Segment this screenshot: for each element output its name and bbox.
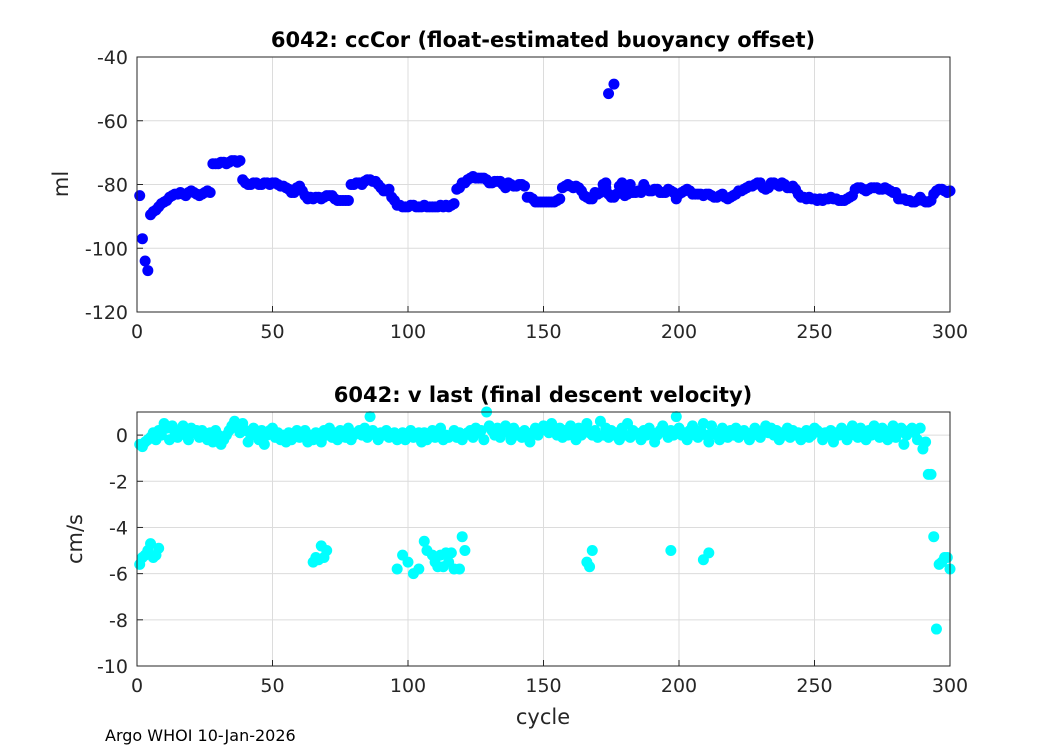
bottom-data-point — [475, 424, 487, 436]
top-y-tick-label: -40 — [97, 47, 128, 69]
bottom-data-point — [445, 547, 457, 559]
bottom-data-point — [928, 531, 940, 543]
bottom-data-point — [402, 556, 414, 568]
bottom-data-point — [413, 563, 425, 575]
top-data-point — [234, 155, 246, 167]
bottom-y-tick-label: -4 — [109, 517, 128, 539]
top-x-tick-label: 0 — [131, 321, 143, 343]
bottom-chart: 6042: v last (final descent velocity) 0 5… — [63, 383, 968, 729]
bottom-data-point — [524, 436, 536, 448]
bottom-data-point — [459, 545, 471, 557]
bottom-data-point — [898, 438, 910, 450]
bottom-data-point — [586, 545, 598, 557]
bottom-data-point — [258, 438, 270, 450]
top-data-point — [139, 255, 151, 267]
bottom-data-point — [581, 418, 593, 430]
top-data-point — [603, 88, 615, 100]
top-y-tick-label: -100 — [85, 238, 128, 260]
top-x-tick-label: 150 — [525, 321, 561, 343]
top-data-point — [554, 193, 566, 205]
top-data-point — [136, 233, 148, 245]
bottom-data-point — [418, 535, 430, 547]
bottom-data-point — [321, 545, 333, 557]
top-data-point — [616, 177, 628, 189]
top-y-tick-label: -60 — [97, 111, 128, 133]
top-chart-title: 6042: ccCor (float-estimated buoyancy of… — [271, 28, 815, 52]
bottom-y-tick-label: -8 — [109, 610, 128, 632]
bottom-y-tick-label: -6 — [109, 564, 128, 586]
bottom-data-point — [364, 411, 376, 423]
top-x-tick-label: 200 — [661, 321, 697, 343]
top-y-tick-label: -80 — [97, 175, 128, 197]
top-y-tick-label: -120 — [85, 302, 128, 324]
top-data-point — [608, 78, 620, 90]
bottom-data-point — [153, 542, 165, 554]
bottom-data-point — [665, 545, 677, 557]
bottom-data-point — [941, 551, 953, 563]
bottom-data-point — [930, 623, 942, 635]
top-data-point — [204, 186, 216, 198]
top-x-tick-label: 50 — [260, 321, 284, 343]
top-chart: 6042: ccCor (float-estimated buoyancy of… — [49, 28, 968, 343]
top-data-point — [519, 180, 531, 192]
bottom-chart-x-label: cycle — [516, 705, 570, 729]
bottom-data-point — [584, 561, 596, 573]
top-data-point — [600, 182, 612, 194]
top-x-tick-label: 300 — [932, 321, 968, 343]
bottom-y-tick-label: 0 — [116, 425, 128, 447]
bottom-data-point — [145, 538, 157, 550]
footer-credit: Argo WHOI 10-Jan-2026 — [105, 726, 296, 745]
top-data-point — [448, 198, 460, 210]
top-data-point — [142, 265, 154, 277]
bottom-x-tick-label: 100 — [390, 675, 426, 697]
top-chart-y-label: ml — [49, 171, 73, 197]
bottom-data-point — [703, 436, 715, 448]
bottom-x-tick-label: 0 — [131, 675, 143, 697]
bottom-chart-title: 6042: v last (final descent velocity) — [334, 383, 752, 407]
bottom-data-point — [670, 411, 682, 423]
top-x-tick-label: 250 — [796, 321, 832, 343]
bottom-chart-y-label: cm/s — [63, 514, 87, 564]
bottom-x-tick-label: 300 — [932, 675, 968, 697]
bottom-x-tick-label: 250 — [796, 675, 832, 697]
bottom-data-point — [914, 422, 926, 434]
top-data-point — [134, 190, 146, 202]
bottom-data-point — [925, 468, 937, 480]
bottom-data-point — [703, 547, 715, 559]
top-data-point — [624, 179, 636, 190]
bottom-x-tick-label: 50 — [260, 675, 284, 697]
bottom-data-point — [391, 563, 403, 575]
bottom-x-tick-label: 150 — [525, 675, 561, 697]
top-data-point — [342, 194, 354, 206]
top-data-point — [638, 179, 650, 190]
bottom-data-point — [478, 434, 490, 446]
bottom-data-point — [456, 531, 468, 543]
bottom-data-point — [920, 436, 932, 448]
bottom-x-tick-label: 200 — [661, 675, 697, 697]
bottom-y-tick-label: -10 — [97, 656, 128, 678]
bottom-data-point — [453, 563, 465, 575]
bottom-data-point — [841, 434, 853, 446]
bottom-data-point — [687, 420, 699, 432]
bottom-y-tick-label: -2 — [109, 471, 128, 493]
bottom-data-point — [681, 434, 693, 446]
top-x-tick-label: 100 — [390, 321, 426, 343]
